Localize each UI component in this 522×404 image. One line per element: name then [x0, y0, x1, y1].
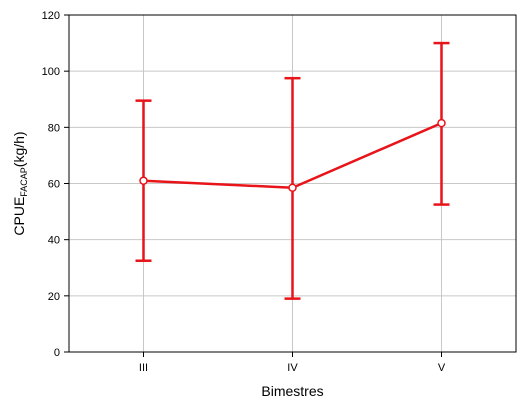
y-tick-label: 40 — [48, 235, 60, 247]
y-axis-title-unit: (kg/h) — [11, 131, 27, 167]
data-point — [139, 176, 148, 185]
data-point — [437, 118, 446, 128]
y-axis-title-main: CPUE — [11, 197, 27, 236]
data-point — [288, 183, 297, 192]
y-tick-label: 80 — [48, 122, 60, 134]
x-tick-label: IV — [287, 362, 298, 374]
y-tick-label: 100 — [42, 66, 60, 78]
y-axis-title: CPUEFACAP(kg/h) — [11, 131, 29, 235]
x-axis-ticks: III IV V — [139, 352, 446, 374]
y-axis-ticks: 0 20 40 60 80 100 120 — [42, 10, 69, 359]
y-axis-title-subscript: FACAP — [19, 167, 29, 197]
x-axis-title: Bimestres — [261, 383, 323, 399]
y-tick-label: 120 — [42, 10, 60, 22]
x-tick-label: III — [139, 362, 148, 374]
y-tick-label: 0 — [54, 347, 60, 359]
x-tick-label: V — [438, 362, 446, 374]
y-tick-label: 60 — [48, 179, 60, 191]
y-tick-label: 20 — [48, 291, 60, 303]
series-layer — [135, 41, 450, 300]
